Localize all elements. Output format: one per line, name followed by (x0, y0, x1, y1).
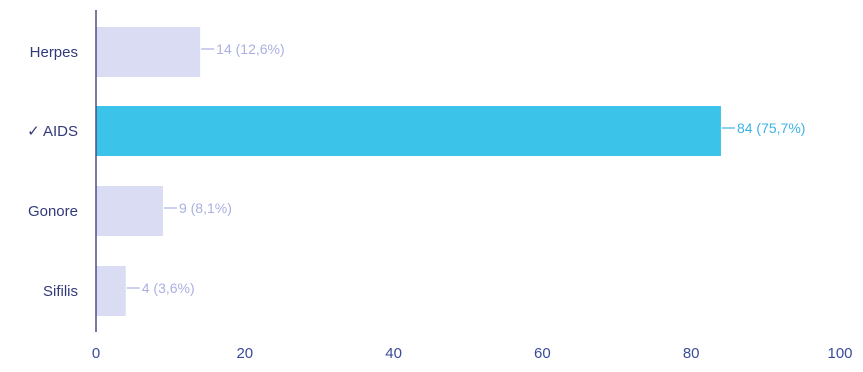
bar-aids (96, 106, 721, 156)
x-tick-label-80: 80 (683, 345, 700, 362)
bars-layer (96, 27, 721, 316)
x-tick-label-20: 20 (236, 345, 253, 362)
data-label-gonore: 9 (8,1%) (179, 200, 232, 216)
data-labels-layer: 14 (12,6%) 84 (75,7%) 9 (8,1%) 4 (3,6%) (142, 41, 806, 296)
x-tick-label-0: 0 (92, 345, 100, 362)
category-label-aids: ✓ AIDS (27, 123, 78, 140)
x-tick-label-100: 100 (827, 345, 852, 362)
category-labels-layer: Herpes ✓ AIDS Gonore Sifilis (27, 44, 78, 300)
data-label-herpes: 14 (12,6%) (216, 41, 284, 57)
category-label-herpes: Herpes (30, 44, 78, 61)
bar-gonore (96, 186, 163, 236)
x-tick-label-60: 60 (534, 345, 551, 362)
category-label-gonore: Gonore (28, 203, 78, 220)
data-label-aids: 84 (75,7%) (737, 120, 805, 136)
leader-lines-layer (126, 48, 735, 289)
data-label-sifilis: 4 (3,6%) (142, 280, 195, 296)
x-tick-labels-layer: 0 20 40 60 80 100 (92, 345, 853, 362)
bar-herpes (96, 27, 201, 77)
category-label-sifilis: Sifilis (43, 283, 78, 300)
x-tick-label-40: 40 (385, 345, 402, 362)
bar-sifilis (96, 266, 126, 316)
